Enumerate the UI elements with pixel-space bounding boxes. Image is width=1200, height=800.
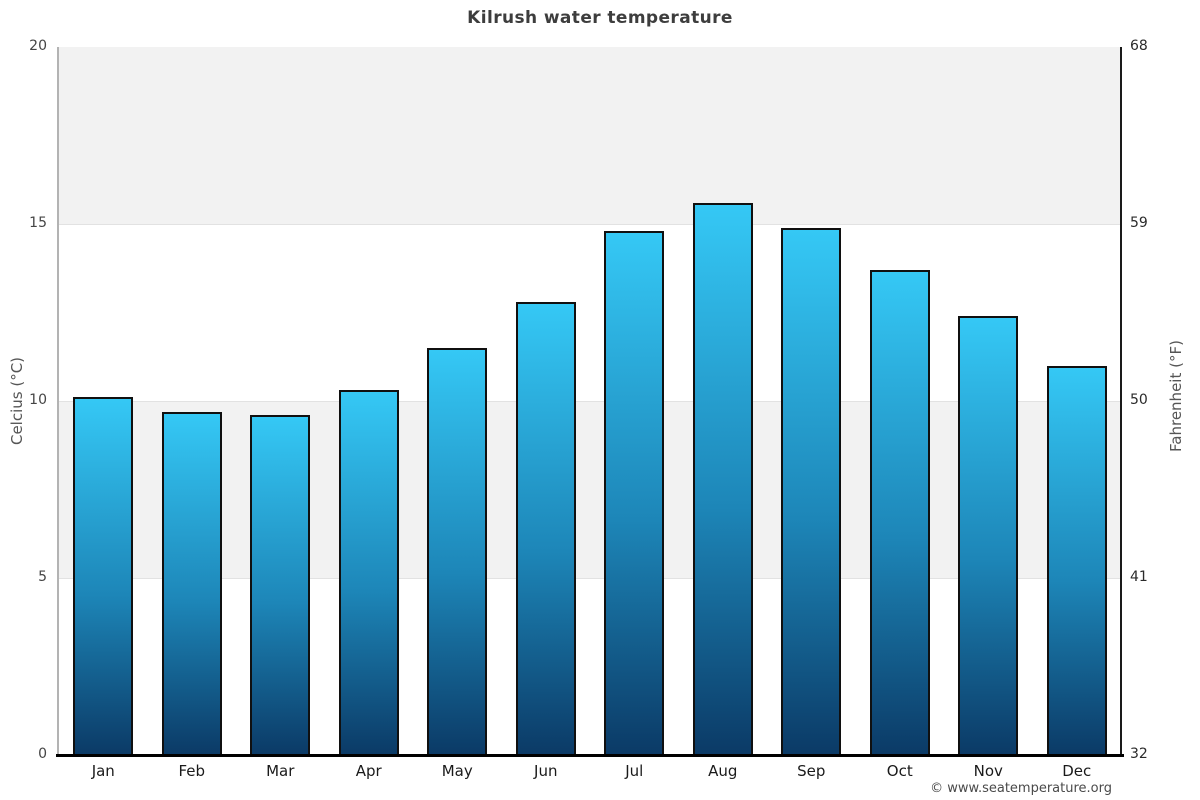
y-axis-title-fahrenheit: Fahrenheit (°F): [1167, 340, 1185, 452]
gridline: [59, 224, 1121, 225]
y-tick-celsius-5: 5: [38, 569, 47, 585]
bar-jul: [604, 231, 665, 755]
bar-nov: [958, 316, 1019, 755]
y-tick-fahrenheit-41: 41: [1130, 569, 1148, 585]
plot-area: [59, 47, 1121, 755]
bar-apr: [338, 390, 399, 755]
copyright-link[interactable]: © www.seatemperature.org: [930, 781, 1112, 796]
bar-dec: [1046, 365, 1107, 755]
chart-title: Kilrush water temperature: [467, 8, 733, 28]
bar-jan: [73, 397, 134, 755]
bar-may: [427, 347, 488, 755]
bar-mar: [250, 415, 311, 755]
bar-oct: [869, 270, 930, 755]
x-tick-aug: Aug: [708, 762, 738, 780]
y-axis-title-celsius: Celcius (°C): [8, 356, 26, 446]
y-tick-fahrenheit-32: 32: [1130, 746, 1148, 762]
x-tick-dec: Dec: [1062, 762, 1092, 780]
y-tick-celsius-0: 0: [38, 746, 47, 762]
y-tick-fahrenheit-50: 50: [1130, 392, 1148, 408]
left-axis-spine: [57, 47, 59, 755]
x-tick-jan: Jan: [91, 762, 115, 780]
x-tick-mar: Mar: [266, 762, 295, 780]
y-tick-celsius-20: 20: [29, 38, 47, 54]
bar-feb: [161, 411, 222, 755]
x-tick-nov: Nov: [973, 762, 1003, 780]
right-axis-spine: [1120, 47, 1122, 755]
y-tick-fahrenheit-59: 59: [1130, 215, 1148, 231]
x-tick-feb: Feb: [178, 762, 206, 780]
x-tick-oct: Oct: [886, 762, 913, 780]
x-tick-apr: Apr: [355, 762, 382, 780]
x-tick-may: May: [441, 762, 473, 780]
bar-aug: [692, 202, 753, 755]
bar-sep: [781, 227, 842, 755]
bottom-axis-line: [56, 754, 1124, 757]
y-tick-fahrenheit-68: 68: [1130, 38, 1148, 54]
x-tick-jun: Jun: [534, 762, 558, 780]
x-tick-sep: Sep: [797, 762, 826, 780]
y-tick-celsius-15: 15: [29, 215, 47, 231]
plot-band: [59, 47, 1121, 224]
y-tick-celsius-10: 10: [29, 392, 47, 408]
bar-jun: [515, 301, 576, 755]
x-tick-jul: Jul: [625, 762, 644, 780]
